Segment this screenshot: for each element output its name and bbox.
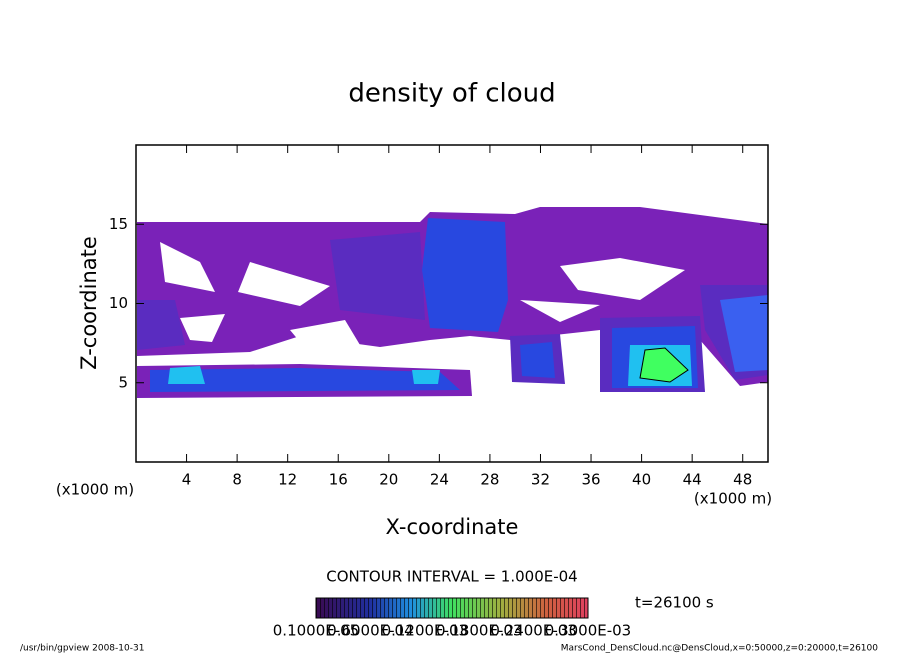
y-tick-label: 5 [118,373,128,391]
footer-right: MarsCond_DensCloud.nc@DensCloud,x=0:5000… [561,644,878,654]
x-tick-label: 24 [430,471,449,489]
x-tick-label: 12 [278,471,297,489]
y-axis-title: Z-coordinate [77,236,101,370]
x-tick-label: 16 [329,471,348,489]
footer-left: /usr/bin/gpview 2008-10-31 [20,644,144,654]
x-tick-label: 4 [182,471,192,489]
colorbar-label: 0.2400E-03 [490,622,576,640]
y-tick-label: 10 [109,294,128,312]
x-tick-label: 28 [480,471,499,489]
x-tick-label: 44 [683,471,702,489]
x-unit-label: (x1000 m) [694,490,772,508]
colorbar-label: 0.1200E-03 [382,622,468,640]
colorbar-stripes [315,597,589,619]
time-label: t=26100 s [635,594,714,612]
colorbar-label: 0.1800E-03 [436,622,522,640]
contour-interval: CONTOUR INTERVAL = 1.000E-04 [326,568,577,586]
x-tick-label: 8 [232,471,242,489]
x-unit-label: (x1000 m) [56,481,134,499]
x-tick-label: 36 [581,471,600,489]
x-tick-label: 48 [733,471,752,489]
x-tick-label: 20 [379,471,398,489]
chart-title: density of cloud [348,79,555,109]
colorbar-label: 0.6000E-04 [327,622,413,640]
cloud-field [137,207,768,398]
x-tick-label: 32 [531,471,550,489]
x-axis-title: X-coordinate [386,515,519,539]
colorbar-label: 0.1000E-05 [273,622,359,640]
colorbar-label: 0.3000E-03 [545,622,631,640]
y-tick-label: 15 [109,215,128,233]
x-tick-label: 40 [632,471,651,489]
